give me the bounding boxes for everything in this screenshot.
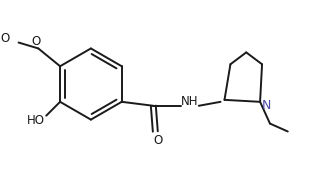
Text: HO: HO <box>27 114 44 127</box>
Text: O: O <box>0 32 10 45</box>
Text: O: O <box>32 35 41 48</box>
Text: O: O <box>154 134 163 147</box>
Text: N: N <box>261 99 271 112</box>
Text: NH: NH <box>181 95 199 108</box>
